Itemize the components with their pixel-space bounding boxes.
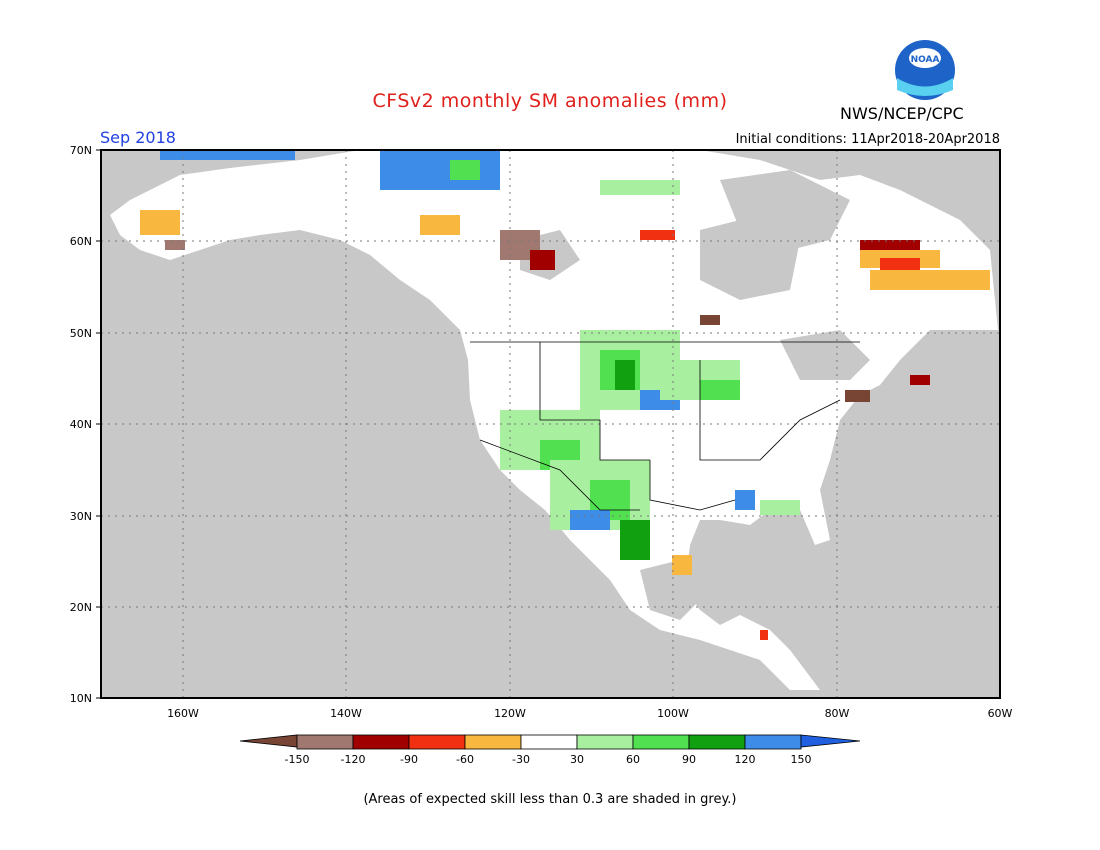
chart-title: CFSv2 monthly SM anomalies (mm) [372,90,728,112]
legend-tick: 30 [570,753,584,766]
legend-tick: -90 [400,753,418,766]
lon-label: 100W [657,707,689,720]
valid-month: Sep 2018 [100,128,176,147]
longitude-labels: 160W 140W 120W 100W 80W 60W [167,707,1012,720]
lat-label: 50N [70,327,92,340]
graticule [101,150,1000,698]
lat-label: 70N [70,144,92,157]
hudson-bay [700,215,800,300]
initial-conditions: Initial conditions: 11Apr2018-20Apr2018 [735,132,1000,147]
legend-tick: -30 [512,753,530,766]
lon-label: 60W [988,707,1013,720]
legend-tick: 150 [791,753,812,766]
map-plot-area [96,149,1001,699]
footnote: (Areas of expected skill less than 0.3 a… [363,792,737,807]
noaa-logo: NOAA [895,40,955,100]
color-legend: -150 -120 -90 -60 -30 30 60 90 120 150 [239,734,861,766]
legend-tick: 120 [735,753,756,766]
lat-label: 30N [70,510,92,523]
lat-label: 10N [70,692,92,705]
svg-text:NOAA: NOAA [911,55,940,65]
lon-label: 140W [330,707,362,720]
latitude-labels: 70N 60N 50N 40N 30N 20N 10N [70,144,92,705]
lat-label: 40N [70,418,92,431]
lon-label: 80W [825,707,850,720]
legend-tick: -60 [456,753,474,766]
lon-label: 160W [167,707,199,720]
legend-tick: -120 [341,753,366,766]
agency-label: NWS/NCEP/CPC [840,104,964,123]
legend-tick: 90 [682,753,696,766]
legend-tick: 60 [626,753,640,766]
political-boundaries [470,341,860,511]
lat-label: 60N [70,235,92,248]
lat-label: 20N [70,601,92,614]
legend-tick: -150 [285,753,310,766]
lon-label: 120W [494,707,526,720]
